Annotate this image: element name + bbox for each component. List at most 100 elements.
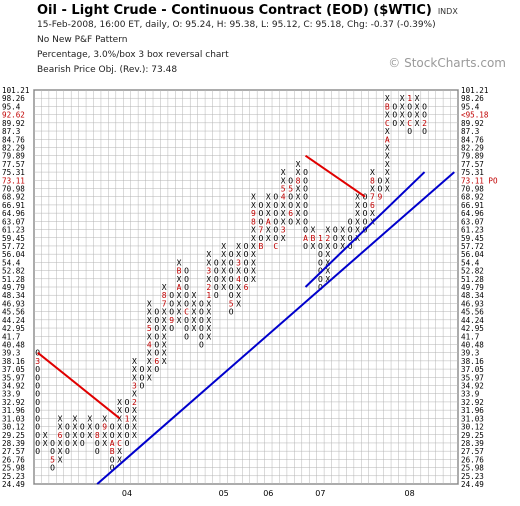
x-box: X — [340, 226, 345, 235]
x-box: X — [325, 258, 330, 267]
y-tick-label: <95.18 — [461, 111, 489, 120]
o-box: O — [392, 119, 397, 128]
month-marker: 3 — [206, 267, 211, 276]
price-objective-line: Bearish Price Obj. (Rev.): 73.48 — [37, 65, 178, 75]
o-box: O — [110, 455, 115, 464]
x-box: X — [325, 275, 330, 284]
x-box: X — [415, 111, 420, 120]
x-box: X — [147, 357, 152, 366]
o-box: O — [35, 382, 40, 391]
month-marker: 2 — [325, 234, 330, 243]
x-box: X — [72, 439, 77, 448]
month-marker: 7 — [370, 193, 375, 202]
month-marker: 1 — [125, 414, 130, 423]
y-tick-label: 66.91 — [461, 201, 484, 210]
y-tick-label: 42.95 — [461, 324, 484, 333]
o-box: O — [303, 168, 308, 177]
x-box: X — [385, 111, 390, 120]
x-box: X — [132, 423, 137, 432]
x-box: X — [132, 414, 137, 423]
o-box: O — [65, 447, 70, 456]
x-box: X — [162, 283, 167, 292]
month-marker: 5 — [50, 455, 55, 464]
y-tick-label: 28.39 — [2, 439, 25, 448]
o-box: O — [318, 283, 323, 292]
o-box: O — [273, 226, 278, 235]
x-box: X — [206, 275, 211, 284]
o-box: O — [229, 258, 234, 267]
x-box: X — [117, 455, 122, 464]
trend-lines — [37, 154, 455, 485]
y-axis-left: 101.2198.2695.492.6289.9287.384.7682.297… — [2, 86, 30, 489]
x-box: X — [325, 226, 330, 235]
x-box: X — [385, 143, 390, 152]
x-box: X — [43, 439, 48, 448]
y-tick-label: 33.9 — [461, 390, 480, 399]
o-box: O — [273, 217, 278, 226]
month-marker: 3 — [236, 258, 241, 267]
y-tick-label: 59.45 — [461, 234, 484, 243]
o-box: O — [80, 423, 85, 432]
x-box: X — [266, 234, 271, 243]
y-tick-label: 87.3 — [461, 127, 479, 136]
y-tick-label: 51.28 — [2, 275, 25, 284]
month-marker: 6 — [58, 431, 63, 440]
o-box: O — [348, 217, 353, 226]
y-tick-label: 25.98 — [2, 464, 25, 473]
y-tick-label: 27.57 — [2, 447, 25, 456]
o-box: O — [184, 291, 189, 300]
y-tick-label: 30.12 — [2, 423, 25, 432]
x-box: X — [370, 209, 375, 218]
month-marker: 6 — [244, 283, 249, 292]
month-marker: 6 — [154, 357, 159, 366]
x-box: X — [325, 250, 330, 259]
o-box: O — [288, 193, 293, 202]
y-tick-label: 25.98 — [461, 464, 484, 473]
o-box: O — [169, 299, 174, 308]
month-marker: 1 — [206, 291, 211, 300]
o-box: O — [229, 308, 234, 317]
x-box: X — [87, 431, 92, 440]
o-box: O — [35, 406, 40, 415]
o-box: O — [377, 185, 382, 194]
o-box: O — [35, 390, 40, 399]
pattern-line: No New P&F Pattern — [37, 35, 128, 45]
x-box: X — [177, 316, 182, 325]
support-trend-line — [96, 171, 455, 485]
y-tick-label: 89.92 — [2, 119, 25, 128]
o-box: O — [392, 102, 397, 111]
o-box: O — [303, 226, 308, 235]
o-box: O — [303, 193, 308, 202]
y-tick-label: 29.25 — [461, 431, 484, 440]
o-box: O — [154, 316, 159, 325]
y-tick-label: 66.91 — [2, 201, 25, 210]
x-box: X — [296, 217, 301, 226]
x-box: X — [177, 308, 182, 317]
o-box: O — [273, 234, 278, 243]
y-tick-label: 84.76 — [2, 135, 25, 144]
x-box: X — [117, 398, 122, 407]
x-box: X — [192, 291, 197, 300]
y-tick-label: 41.7 — [2, 332, 20, 341]
month-marker: A — [177, 283, 182, 292]
box-size-line: Percentage, 3.0%/box 3 box reversal char… — [37, 50, 229, 60]
stockcharts-watermark: © StockCharts.com — [388, 56, 506, 70]
y-tick-label: 38.16 — [461, 357, 484, 366]
y-tick-label: 26.76 — [2, 455, 25, 464]
grid — [33, 89, 459, 485]
y-tick-label: 30.12 — [461, 423, 484, 432]
x-box: X — [102, 431, 107, 440]
x-axis: 04 05 06 07 08 — [122, 489, 415, 498]
o-box: O — [348, 234, 353, 243]
o-box: O — [422, 102, 427, 111]
y-tick-label: 40.48 — [2, 340, 25, 349]
x-box: X — [385, 160, 390, 169]
o-box: O — [348, 242, 353, 251]
o-box: O — [273, 209, 278, 218]
x-box: X — [281, 176, 286, 185]
y-tick-label: 79.89 — [461, 152, 484, 161]
month-marker: 2 — [422, 119, 427, 128]
y-tick-label: 75.31 — [461, 168, 484, 177]
o-box: O — [229, 291, 234, 300]
